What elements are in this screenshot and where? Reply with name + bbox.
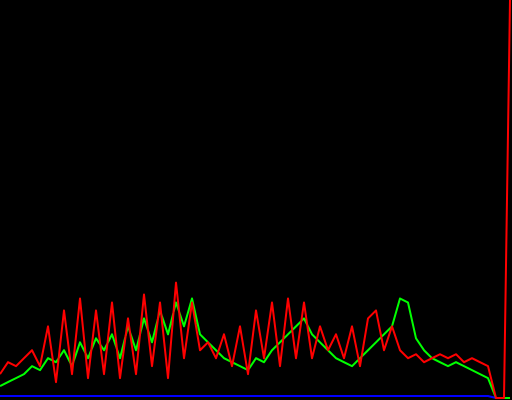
histogram-line	[0, 395, 510, 399]
